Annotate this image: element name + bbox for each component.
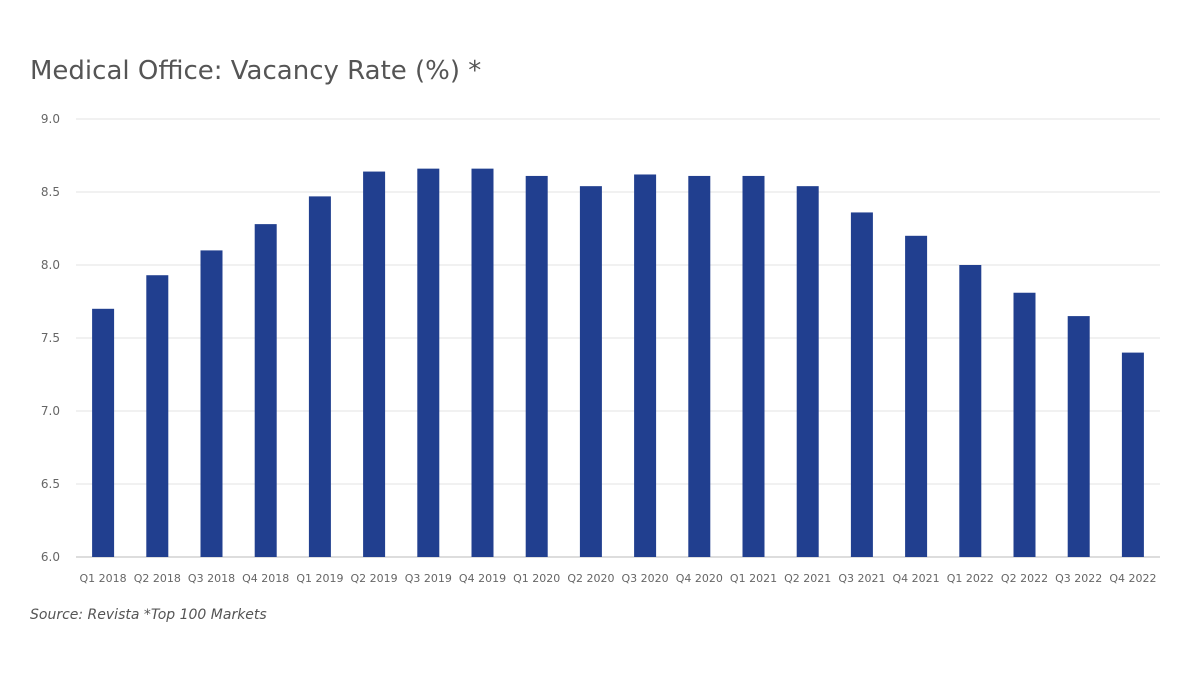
- y-tick-label: 6.0: [41, 550, 60, 564]
- y-tick-label: 7.0: [41, 404, 60, 418]
- bar: [959, 265, 982, 557]
- x-tick-label: Q1 2021: [730, 572, 777, 585]
- chart-source-note: Source: Revista *Top 100 Markets: [30, 607, 267, 623]
- x-tick-label: Q4 2020: [676, 572, 723, 585]
- y-tick-label: 8.0: [41, 258, 60, 272]
- bar: [200, 250, 223, 557]
- bar: [850, 212, 873, 557]
- y-tick-label: 9.0: [41, 112, 60, 126]
- bar: [579, 186, 602, 557]
- bar: [471, 168, 494, 557]
- bar: [525, 175, 548, 557]
- x-tick-label: Q2 2019: [351, 572, 398, 585]
- x-tick-label: Q1 2019: [296, 572, 343, 585]
- x-tick-label: Q1 2022: [947, 572, 994, 585]
- x-tick-label: Q4 2018: [242, 572, 289, 585]
- bar: [905, 235, 928, 558]
- bar: [634, 174, 657, 558]
- x-tick-label: Q2 2021: [784, 572, 831, 585]
- x-tick-label: Q1 2018: [80, 572, 127, 585]
- x-tick-label: Q2 2020: [567, 572, 614, 585]
- bar: [796, 186, 819, 557]
- bar: [742, 175, 765, 557]
- x-tick-label: Q4 2022: [1109, 572, 1156, 585]
- chart-title: Medical Office: Vacancy Rate (%) *: [30, 56, 482, 86]
- x-tick-label: Q3 2021: [838, 572, 885, 585]
- x-tick-label: Q3 2019: [405, 572, 452, 585]
- x-tick-label: Q1 2020: [513, 572, 560, 585]
- x-tick-label: Q2 2018: [134, 572, 181, 585]
- bar: [1013, 292, 1036, 557]
- y-tick-label: 6.5: [41, 477, 60, 491]
- bars: [92, 168, 1144, 558]
- x-tick-label: Q3 2020: [622, 572, 669, 585]
- bar: [417, 168, 440, 557]
- y-tick-label: 7.5: [41, 331, 60, 345]
- grid-lines: [76, 118, 1160, 558]
- bar: [688, 175, 711, 557]
- x-axis-ticks: Q1 2018 Q2 2018 Q3 2018 Q4 2018 Q1 2019 Q2 20…: [80, 572, 1157, 585]
- x-tick-label: Q4 2021: [893, 572, 940, 585]
- bar: [254, 224, 277, 557]
- x-tick-label: Q3 2018: [188, 572, 235, 585]
- bar: [92, 308, 115, 557]
- bar: [308, 196, 331, 557]
- bar: [1067, 316, 1090, 557]
- y-axis-ticks: 6.0 6.5 7.0 7.5 8.0 8.5 9.0: [41, 112, 60, 564]
- y-tick-label: 8.5: [41, 185, 60, 199]
- bar: [363, 171, 386, 557]
- x-tick-label: Q3 2022: [1055, 572, 1102, 585]
- x-tick-label: Q2 2022: [1001, 572, 1048, 585]
- bar: [146, 275, 169, 557]
- bar: [1121, 352, 1144, 557]
- x-tick-label: Q4 2019: [459, 572, 506, 585]
